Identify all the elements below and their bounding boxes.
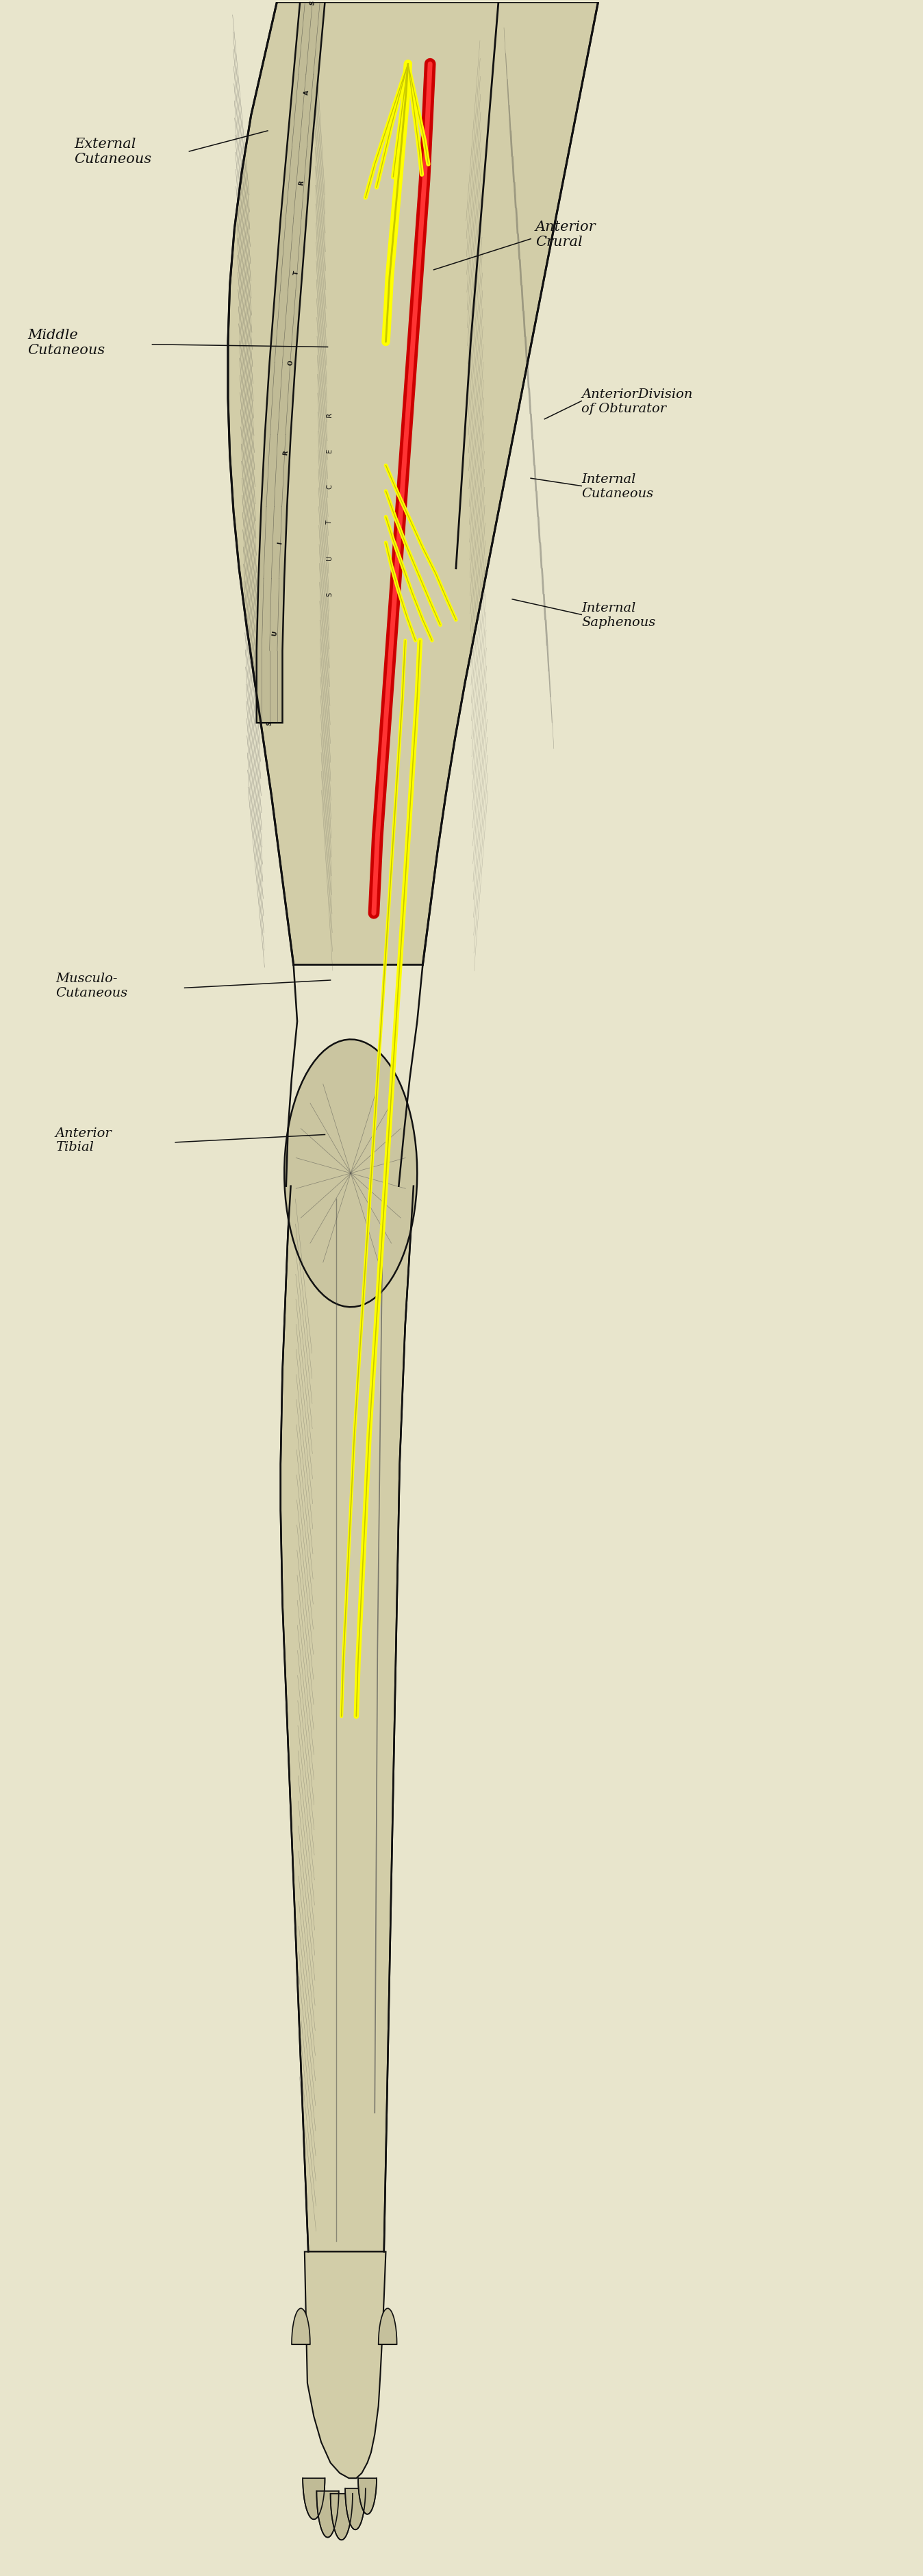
Text: U: U xyxy=(271,631,279,636)
Text: A: A xyxy=(304,90,310,95)
Text: AnteriorDivision
of Obturator: AnteriorDivision of Obturator xyxy=(581,389,692,415)
Text: S: S xyxy=(326,592,333,598)
Text: T: T xyxy=(293,270,300,276)
Text: External
Cutaneous: External Cutaneous xyxy=(74,139,151,165)
Polygon shape xyxy=(345,2488,366,2530)
Polygon shape xyxy=(378,2308,397,2344)
Polygon shape xyxy=(303,2478,325,2519)
Text: I: I xyxy=(277,541,283,544)
Polygon shape xyxy=(281,1188,414,2251)
Text: Anterior
Crural: Anterior Crural xyxy=(535,222,596,247)
Polygon shape xyxy=(228,3,598,966)
Text: Internal
Saphenous: Internal Saphenous xyxy=(581,603,655,629)
Text: Musculo-
Cutaneous: Musculo- Cutaneous xyxy=(55,971,127,999)
Polygon shape xyxy=(330,2494,353,2540)
Text: R: R xyxy=(282,451,289,456)
Text: E: E xyxy=(326,448,333,453)
Text: S: S xyxy=(309,0,316,5)
Text: R: R xyxy=(326,412,333,417)
Text: Middle
Cutaneous: Middle Cutaneous xyxy=(28,327,105,355)
Text: U: U xyxy=(326,556,333,562)
Polygon shape xyxy=(358,2478,377,2514)
Text: C: C xyxy=(326,484,333,489)
Text: R: R xyxy=(298,180,306,185)
Text: T: T xyxy=(326,520,333,526)
Polygon shape xyxy=(317,2491,339,2537)
Polygon shape xyxy=(305,2251,386,2478)
Text: O: O xyxy=(287,361,294,366)
Polygon shape xyxy=(284,1041,417,1309)
Text: Anterior
Tibial: Anterior Tibial xyxy=(55,1126,112,1154)
Polygon shape xyxy=(292,2308,310,2344)
Polygon shape xyxy=(257,3,325,724)
Text: Internal
Cutaneous: Internal Cutaneous xyxy=(581,474,653,500)
Text: S: S xyxy=(266,721,273,726)
